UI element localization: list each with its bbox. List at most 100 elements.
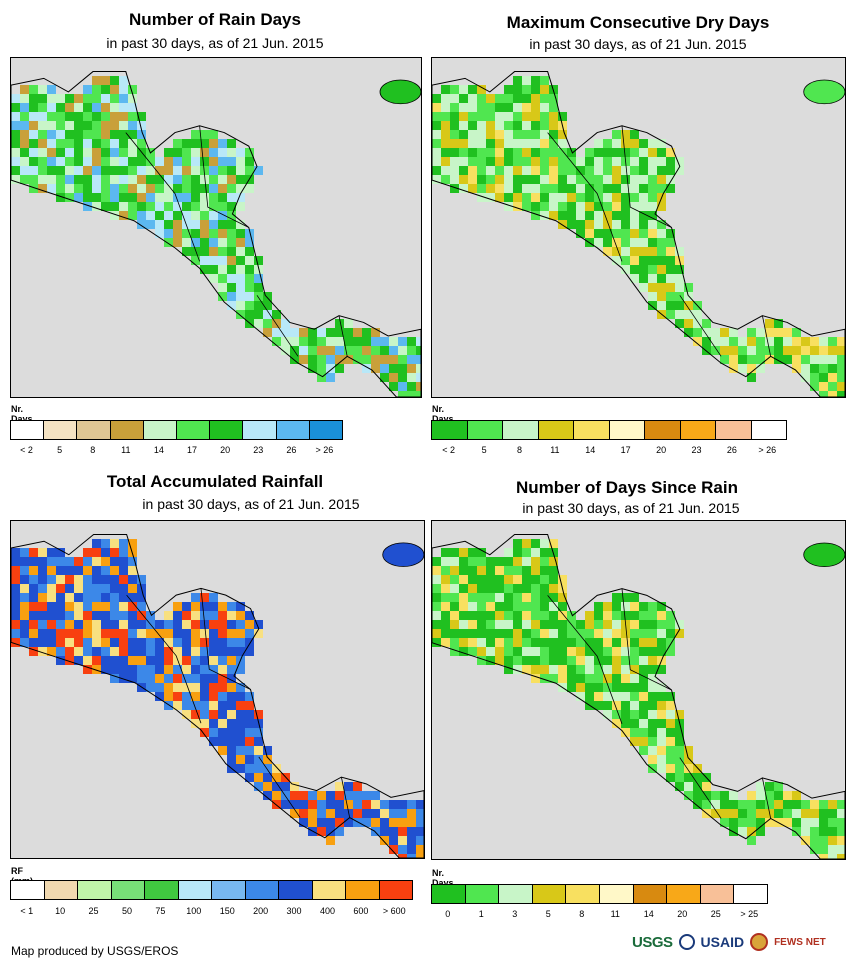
grid-cell [83, 647, 92, 656]
grid-cell [47, 638, 56, 647]
grid-cell [621, 719, 630, 728]
grid-cell [209, 647, 218, 656]
grid-cell [639, 265, 648, 274]
grid-cell [209, 701, 218, 710]
grid-cell [486, 656, 495, 665]
grid-cell [209, 157, 218, 166]
legend-tick-label: 8 [516, 445, 523, 455]
grid-cell [441, 602, 450, 611]
grid-cell [398, 382, 407, 391]
grid-cell [621, 638, 630, 647]
grid-cell [245, 184, 254, 193]
grid-cell [801, 836, 810, 845]
grid-cell [236, 755, 245, 764]
grid-cell [74, 638, 83, 647]
grid-cell [29, 130, 38, 139]
grid-cell [756, 809, 765, 818]
grid-cell [450, 575, 459, 584]
grid-cell [639, 211, 648, 220]
grid-cell [630, 665, 639, 674]
grid-cell [621, 674, 630, 683]
grid-cell [657, 247, 666, 256]
grid-cell [119, 121, 128, 130]
grid-cell [20, 94, 29, 103]
grid-cell [585, 220, 594, 229]
grid-cell [504, 121, 513, 130]
grid-cell [468, 647, 477, 656]
grid-cell [576, 175, 585, 184]
grid-cell [245, 629, 254, 638]
grid-cell [101, 548, 110, 557]
grid-cell [639, 620, 648, 629]
grid-cell [398, 346, 407, 355]
grid-cell [576, 647, 585, 656]
grid-cell [549, 674, 558, 683]
grid-cell [432, 166, 441, 175]
grid-cell [693, 319, 702, 328]
grid-cell [38, 94, 47, 103]
grid-cell [549, 557, 558, 566]
legend-swatch [346, 881, 380, 899]
grid-cell [639, 719, 648, 728]
grid-cell [263, 782, 272, 791]
grid-cell [432, 593, 441, 602]
grid-cell [101, 157, 110, 166]
grid-cell [200, 211, 209, 220]
grid-cell [173, 674, 182, 683]
grid-cell [227, 737, 236, 746]
legend-swatch [44, 881, 78, 899]
grid-cell [209, 602, 218, 611]
grid-cell [684, 791, 693, 800]
grid-cell [720, 337, 729, 346]
legend-swatch [379, 881, 412, 899]
grid-cell [639, 184, 648, 193]
country-border [258, 756, 301, 818]
grid-cell [110, 157, 119, 166]
grid-cell [353, 809, 362, 818]
grid-cell [128, 647, 137, 656]
legend-swatch [44, 421, 78, 439]
grid-cell [47, 620, 56, 629]
grid-cell [450, 175, 459, 184]
grid-cell [128, 130, 137, 139]
grid-cell [119, 602, 128, 611]
legend-swatch [245, 881, 279, 899]
grid-cell [362, 818, 371, 827]
grid-cell [92, 656, 101, 665]
grid-cell [513, 548, 522, 557]
grid-cell [495, 148, 504, 157]
grid-cell [353, 328, 362, 337]
legend-swatch [566, 885, 600, 903]
grid-cell [747, 337, 756, 346]
coastline [432, 534, 845, 859]
legend-tick-label: 400 [319, 906, 335, 916]
grid-cell [441, 94, 450, 103]
grid-cell [263, 292, 272, 301]
country-border [338, 315, 348, 357]
grid-cell [549, 638, 558, 647]
grid-cell [693, 310, 702, 319]
legend-tick-label: 10 [55, 906, 66, 916]
grid-cell [236, 157, 245, 166]
grid-cell [639, 701, 648, 710]
grid-cell [209, 611, 218, 620]
grid-cell [675, 755, 684, 764]
grid-cell [558, 202, 567, 211]
grid-cell [65, 584, 74, 593]
grid-cell [407, 836, 416, 845]
grid-cell [459, 94, 468, 103]
grid-cell [495, 184, 504, 193]
grid-cell [819, 836, 828, 845]
grid-cell [146, 656, 155, 665]
grid-cell [56, 148, 65, 157]
grid-cell [146, 629, 155, 638]
grid-cell [101, 139, 110, 148]
grid-cell [522, 620, 531, 629]
grid-cell [639, 674, 648, 683]
grid-cell [110, 166, 119, 175]
grid-cell [639, 710, 648, 719]
grid-cell [245, 764, 254, 773]
fews-logo: FEWS NET [774, 936, 826, 948]
grid-cell [119, 193, 128, 202]
grid-cell [119, 94, 128, 103]
